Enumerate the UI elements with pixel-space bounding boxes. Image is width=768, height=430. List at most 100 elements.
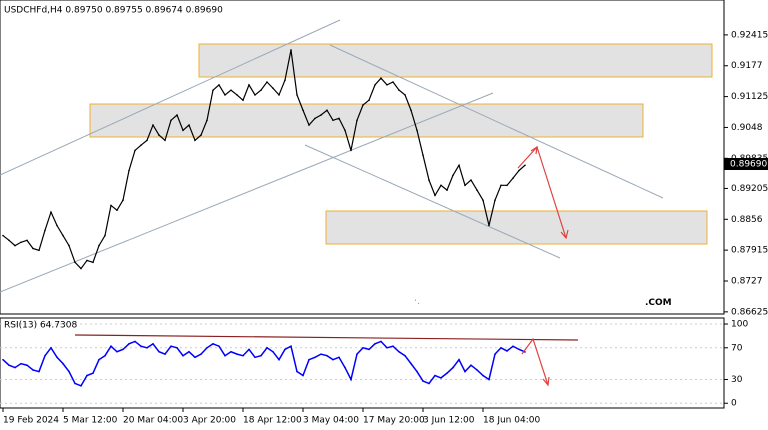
point [488, 378, 490, 381]
point [266, 346, 268, 349]
point [212, 343, 214, 345]
middle-zone [89, 103, 644, 138]
point [464, 370, 466, 373]
point [164, 139, 166, 142]
y-tick-label: 100 [731, 320, 748, 330]
y-tick-label: 30 [731, 375, 743, 385]
y-tick-label: 0.8727 [731, 276, 763, 286]
point [218, 345, 220, 348]
point [470, 179, 472, 181]
point [134, 149, 136, 152]
point [392, 81, 394, 83]
point [506, 184, 508, 187]
point [476, 189, 478, 191]
point [206, 119, 208, 122]
point [68, 370, 70, 373]
point [86, 259, 88, 262]
point [44, 354, 46, 357]
point [188, 124, 190, 126]
point [110, 345, 112, 348]
point [410, 362, 412, 365]
point [248, 348, 250, 351]
point [524, 351, 526, 353]
point [416, 129, 418, 132]
point [464, 184, 466, 187]
x-tick-label: 3 May 04:00 [303, 416, 359, 426]
point [194, 356, 196, 359]
point [32, 369, 34, 371]
point [470, 364, 472, 367]
point [518, 348, 520, 351]
point [230, 89, 232, 91]
point [284, 79, 286, 81]
point [38, 249, 40, 252]
point [494, 353, 496, 355]
point [146, 139, 148, 142]
point [92, 261, 94, 264]
point [386, 84, 388, 86]
x-tick-label: 19 Feb 2024 [3, 416, 59, 426]
x-tick-label: 3 Apr 20:00 [183, 416, 236, 426]
chart-title: USDCHFd,H4 0.89750 0.89755 0.89674 0.896… [4, 6, 223, 16]
point [422, 154, 424, 156]
point [512, 177, 514, 179]
point [272, 87, 274, 90]
arrow-head [530, 145, 538, 155]
arrow-head [542, 376, 550, 387]
point [482, 374, 484, 377]
point [482, 199, 484, 201]
y-tick-label: 0.9177 [731, 61, 763, 71]
x-tick-label: 5 Mar 12:00 [63, 416, 118, 426]
point [476, 369, 478, 371]
watermark-part: .COM [645, 298, 672, 308]
point [512, 345, 514, 348]
point [98, 244, 100, 247]
point [416, 370, 418, 373]
point [236, 353, 238, 355]
point [254, 356, 256, 359]
point [152, 124, 154, 126]
rsi-trendline [74, 334, 579, 341]
y-tick-label: 0.8856 [731, 215, 763, 225]
watermark: BEL INVESTOR .COM [289, 297, 672, 309]
point [140, 144, 142, 146]
point [206, 346, 208, 349]
point [434, 194, 436, 197]
point [290, 49, 292, 51]
point [152, 343, 154, 345]
point [26, 364, 28, 367]
point [14, 244, 16, 247]
point [128, 169, 130, 172]
point [332, 119, 334, 122]
point [62, 362, 64, 365]
point [224, 94, 226, 96]
point [116, 209, 118, 212]
point [452, 174, 454, 177]
channel-line [304, 144, 561, 259]
point [104, 234, 106, 237]
point [260, 354, 262, 357]
point [320, 353, 322, 355]
point [14, 366, 16, 369]
point [74, 382, 76, 385]
point [374, 84, 376, 86]
point [344, 129, 346, 132]
point [38, 370, 40, 373]
point [122, 348, 124, 351]
point [440, 377, 442, 379]
point [314, 356, 316, 359]
point [32, 247, 34, 250]
point [176, 346, 178, 349]
point [440, 184, 442, 187]
point [428, 382, 430, 385]
point [116, 350, 118, 353]
point [170, 345, 172, 348]
point [266, 81, 268, 83]
point [434, 374, 436, 377]
point [368, 99, 370, 101]
watermark-part: BEL [290, 298, 309, 308]
point [182, 129, 184, 132]
point [452, 366, 454, 369]
point [404, 354, 406, 357]
point [296, 94, 298, 96]
